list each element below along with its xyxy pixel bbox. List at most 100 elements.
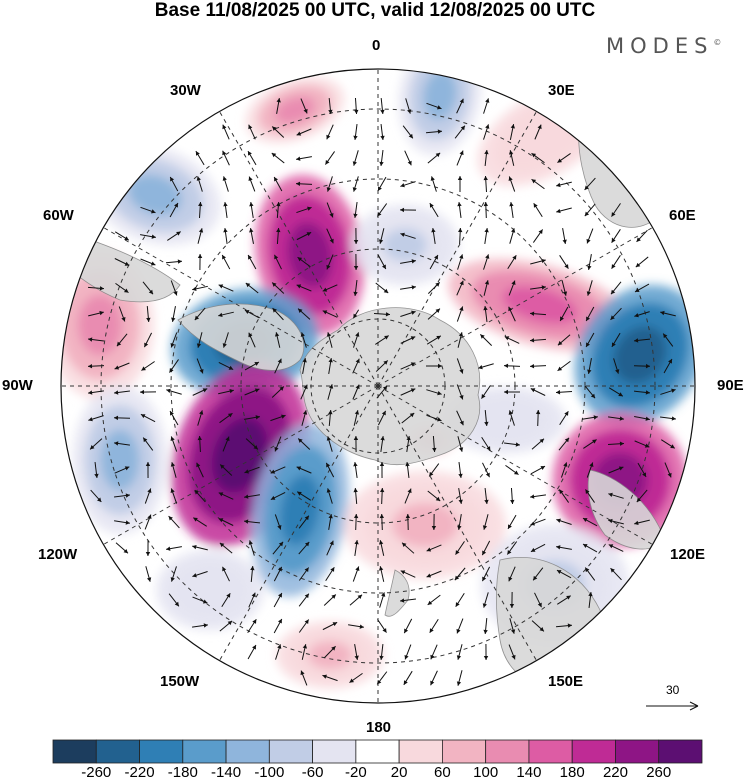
wind-arrow: [584, 203, 596, 217]
wind-arrow: [400, 310, 416, 317]
wind-arrow: [223, 202, 228, 218]
wind-arrow: [430, 670, 438, 686]
wind-arrow: [354, 97, 359, 115]
wind-arrow: [301, 644, 308, 660]
wind-arrow: [559, 255, 569, 269]
wind-arrow: [456, 280, 464, 296]
wind-arrow: [88, 310, 104, 317]
wind-arrow: [300, 384, 308, 400]
wind-arrow: [482, 462, 490, 478]
wind-arrow: [144, 514, 152, 530]
wind-arrow: [380, 123, 385, 141]
wind-arrow: [244, 309, 260, 319]
wind-arrow: [114, 390, 130, 395]
wind-arrow: [325, 566, 335, 582]
wind-arrow: [169, 410, 179, 426]
wind-arrow: [400, 285, 416, 290]
wind-arrow: [483, 124, 490, 140]
latitude-circle: [310, 318, 446, 454]
wind-arrow: [352, 309, 360, 319]
meridian-line: [91, 220, 379, 387]
colorbar-bin: [268, 739, 314, 764]
wind-arrow: [508, 150, 515, 166]
wind-scale-arrow: [646, 701, 699, 711]
colorbar-tick-label: -180: [167, 764, 198, 781]
wind-arrow: [608, 416, 624, 421]
wind-arrow: [222, 176, 229, 192]
wind-arrow: [633, 363, 651, 369]
wind-arrow: [196, 358, 204, 374]
wind-arrow: [194, 307, 206, 321]
wind-arrow: [559, 306, 569, 322]
wind-arrow: [429, 254, 439, 270]
wind-arrow: [608, 466, 624, 474]
wind-arrow: [248, 176, 256, 192]
wind-arrow: [508, 176, 516, 192]
wind-arrow: [114, 441, 130, 446]
wind-arrow: [530, 465, 546, 475]
wind-arrow: [457, 332, 464, 348]
wind-arrow: [247, 150, 257, 166]
wind-arrow: [192, 571, 208, 578]
wind-arrow: [197, 253, 203, 271]
wind-arrow: [376, 203, 388, 217]
wind-arrow: [373, 312, 391, 317]
wind-arrow: [295, 181, 313, 187]
wind-arrow: [115, 542, 129, 554]
wind-arrow: [170, 436, 178, 452]
wind-arrow: [509, 618, 516, 634]
wind-arrow: [608, 492, 624, 499]
wind-arrow: [353, 487, 358, 505]
wind-arrow: [326, 332, 333, 348]
wind-arrow: [430, 644, 438, 660]
wind-arrow: [296, 156, 312, 161]
wind-arrow: [425, 129, 443, 134]
wind-arrow: [530, 543, 546, 553]
anomaly-blob: [251, 423, 349, 597]
wind-arrow: [248, 332, 256, 348]
wind-arrow: [273, 176, 283, 192]
wind-arrow: [273, 592, 283, 608]
wind-arrow: [586, 228, 594, 244]
wind-arrow: [478, 363, 494, 370]
colorbar-tick-label: 140: [516, 764, 542, 781]
meridian-line: [91, 385, 379, 552]
wind-arrow: [379, 513, 385, 531]
wind-arrow: [243, 519, 261, 524]
colorbar-tick-label: 60: [434, 764, 451, 781]
wind-arrow: [454, 567, 466, 581]
wind-arrow: [196, 462, 204, 478]
wind-arrow: [276, 227, 281, 245]
wind-arrow: [192, 544, 208, 551]
wind-arrow: [529, 363, 547, 369]
wind-arrow: [302, 358, 307, 374]
wind-arrow: [634, 311, 650, 318]
wind-arrow: [483, 98, 490, 114]
wind-arrow: [558, 437, 570, 451]
wind-arrow: [272, 307, 284, 321]
wind-arrow: [633, 338, 651, 343]
wind-arrow: [248, 124, 256, 140]
wind-arrow: [143, 332, 153, 348]
wind-arrow: [483, 280, 490, 296]
colorbar-bin: [95, 739, 140, 764]
wind-arrow: [611, 332, 621, 348]
wind-arrow: [273, 566, 283, 582]
wind-arrow: [431, 228, 436, 244]
colorbar-bin: [571, 739, 616, 764]
wind-arrow: [298, 593, 310, 607]
wind-arrow: [401, 412, 415, 424]
colorbar-tick-label: -100: [254, 764, 285, 781]
wind-arrow: [113, 493, 131, 498]
wind-arrow: [300, 98, 308, 114]
wind-arrow: [588, 591, 593, 609]
wind-arrow: [587, 254, 592, 270]
wind-arrow: [114, 258, 130, 266]
wind-arrow: [376, 385, 388, 399]
wind-arrow: [375, 335, 389, 345]
wind-arrow: [586, 280, 593, 296]
wind-arrow: [376, 671, 388, 685]
wind-arrow: [353, 279, 358, 297]
wind-arrow: [247, 618, 257, 634]
